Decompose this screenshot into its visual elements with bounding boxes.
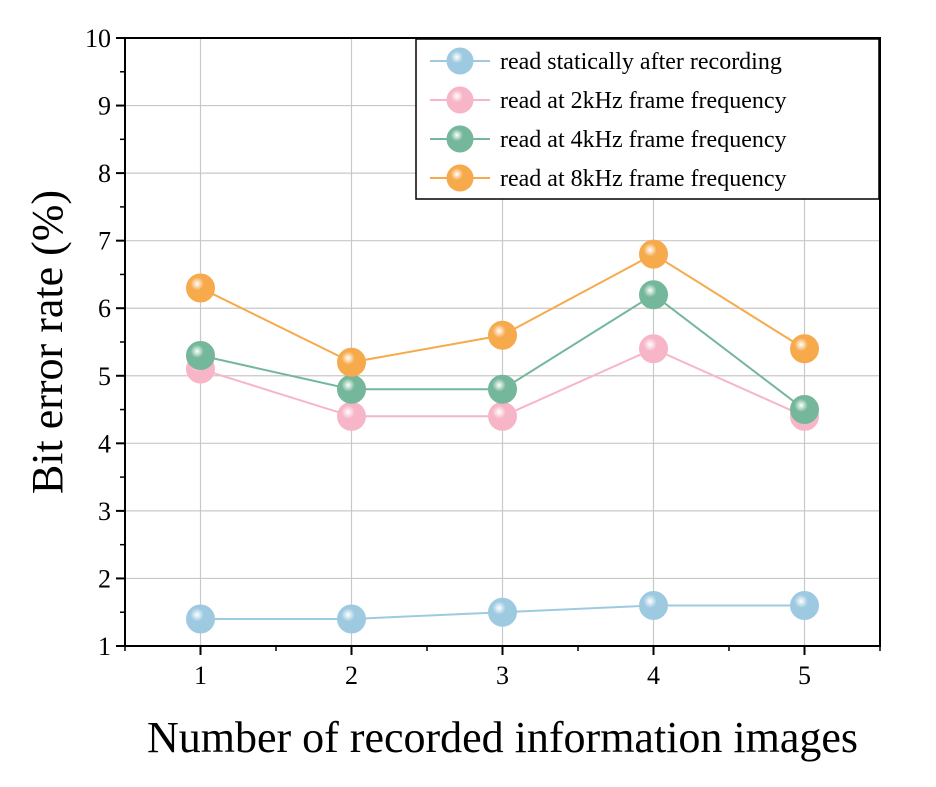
x-tick-label: 1 — [194, 661, 207, 690]
data-point — [337, 401, 366, 431]
data-point — [186, 604, 215, 634]
legend-marker — [446, 164, 474, 192]
legend-marker — [446, 47, 474, 75]
data-point — [337, 374, 366, 404]
y-tick-label: 2 — [98, 564, 111, 593]
x-axis-title: Number of recorded information images — [147, 713, 858, 762]
series-1 — [186, 590, 819, 634]
data-point — [488, 374, 517, 404]
y-tick-label: 10 — [85, 24, 111, 53]
legend-label: read statically after recording — [500, 49, 782, 75]
legend-label: read at 2kHz frame frequency — [500, 88, 787, 114]
x-tick-label: 4 — [647, 661, 660, 690]
data-point — [790, 590, 819, 620]
y-tick-label: 3 — [98, 497, 111, 526]
data-point — [337, 347, 366, 377]
legend-marker — [446, 86, 474, 114]
y-tick-label: 7 — [98, 227, 111, 256]
y-tick-label: 6 — [98, 294, 111, 323]
data-point — [639, 590, 668, 620]
legend-label: read at 8kHz frame frequency — [500, 166, 787, 192]
data-point — [488, 401, 517, 431]
data-point — [790, 395, 819, 425]
y-tick-label: 4 — [98, 429, 111, 458]
data-point — [186, 341, 215, 371]
series-layer — [186, 239, 819, 634]
data-point — [488, 320, 517, 350]
legend-label: read at 4kHz frame frequency — [500, 127, 787, 153]
data-point — [186, 273, 215, 303]
data-point — [790, 334, 819, 364]
data-point — [639, 239, 668, 269]
data-point — [488, 597, 517, 627]
legend-marker — [446, 125, 474, 153]
axis-ticks: 1 2 3 4 5 6 7 8 9 10 1 2 3 4 5 — [85, 24, 881, 690]
y-tick-label: 9 — [98, 92, 111, 121]
data-point — [639, 334, 668, 364]
x-tick-label: 2 — [345, 661, 358, 690]
y-axis-title: Bit error rate (%) — [23, 190, 72, 494]
data-point — [337, 604, 366, 634]
legend-box — [415, 38, 880, 200]
x-tick-label: 5 — [798, 661, 811, 690]
series-3 — [186, 280, 819, 425]
legend: read statically after recording read at 2… — [415, 38, 880, 200]
y-tick-label: 1 — [98, 632, 111, 661]
x-tick-label: 3 — [496, 661, 509, 690]
y-tick-label: 5 — [98, 362, 111, 391]
y-tick-label: 8 — [98, 159, 111, 188]
data-point — [639, 280, 668, 310]
series-4 — [186, 239, 819, 377]
